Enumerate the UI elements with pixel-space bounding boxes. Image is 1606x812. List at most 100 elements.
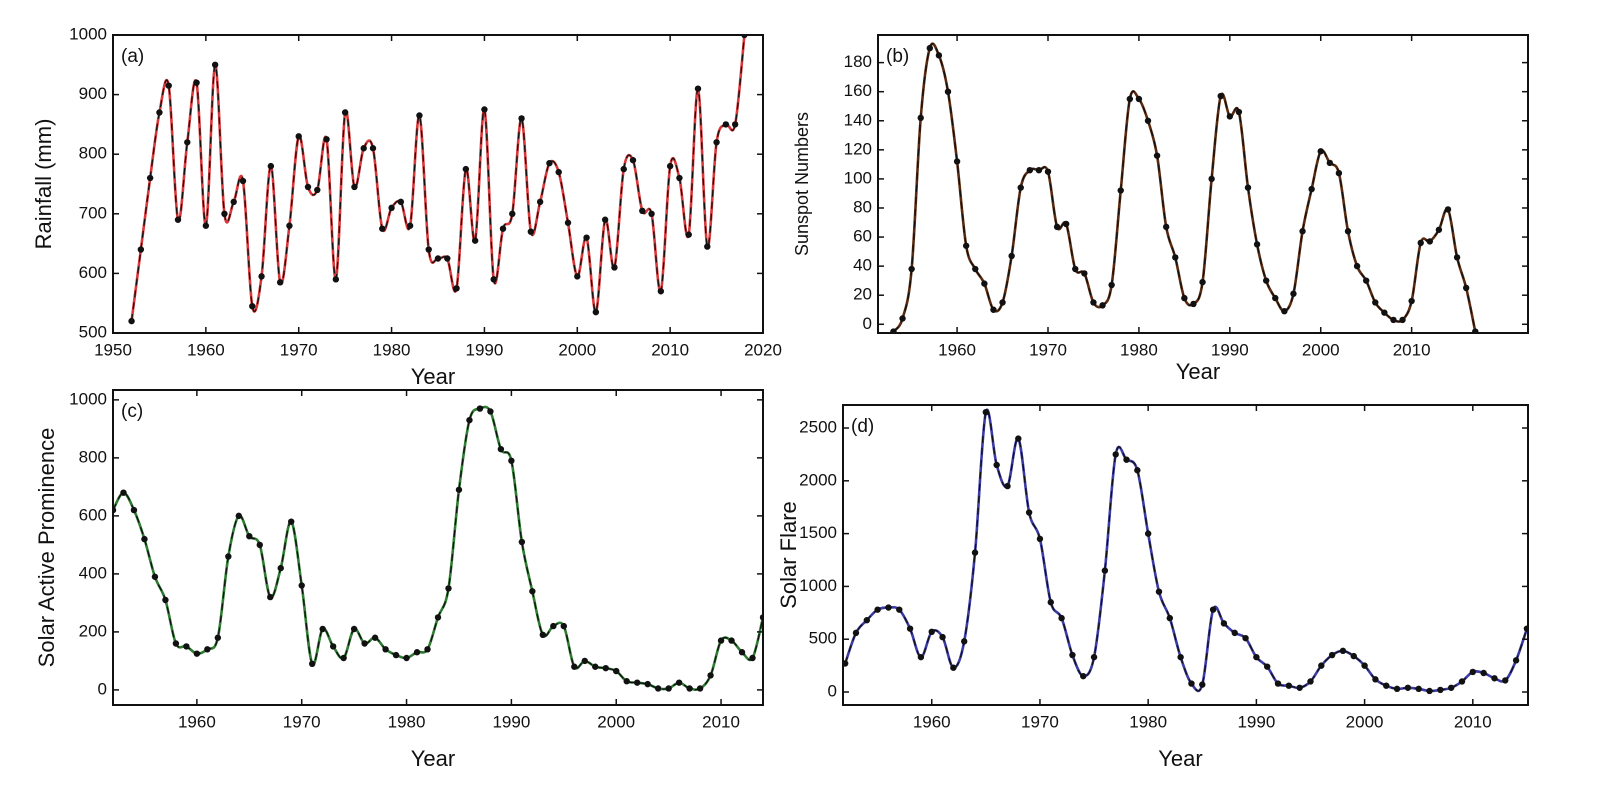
data-point	[1344, 228, 1352, 235]
y-axis-label: Solar Active Prominence	[34, 428, 59, 668]
data-point	[999, 299, 1006, 306]
plot-frame	[112, 389, 764, 706]
data-point	[1244, 184, 1252, 191]
data-point	[230, 198, 237, 206]
data-point	[249, 302, 256, 310]
data-point	[1296, 684, 1303, 691]
data-point	[235, 512, 243, 520]
x-tick-label: 1980	[373, 340, 411, 359]
data-point	[174, 216, 182, 223]
data-point	[403, 654, 410, 662]
x-tick-label: 1990	[1211, 340, 1249, 359]
panel: 1950 1960 1970 1980 1990 2000 2010 2020 500 600 70…	[31, 24, 782, 388]
data-point	[413, 649, 421, 656]
y-tick-label: 100	[844, 168, 872, 187]
data-point	[1026, 166, 1034, 174]
data-point	[1453, 254, 1461, 261]
panel: 1960 1970 1980 1990 2000 2010 0 200 400 600 800 100…	[34, 389, 764, 771]
data-point	[369, 145, 377, 152]
data-point	[462, 165, 470, 173]
y-tick-label: 140	[844, 110, 872, 129]
data-point	[444, 255, 451, 262]
data-point	[211, 61, 219, 68]
data-point	[340, 654, 347, 662]
data-point	[639, 207, 646, 215]
data-point	[1008, 252, 1015, 260]
x-tick-label: 1970	[280, 340, 318, 359]
data-point	[481, 106, 488, 113]
data-point	[455, 486, 463, 493]
y-tick-label: 1000	[69, 24, 107, 43]
data-point	[928, 628, 935, 636]
data-point	[350, 625, 358, 633]
data-point	[434, 614, 442, 621]
data-point	[184, 139, 191, 146]
data-point	[1308, 185, 1315, 193]
data-point	[592, 308, 600, 316]
data-point	[1426, 238, 1434, 245]
y-tick-label: 180	[844, 52, 872, 71]
data-point	[648, 210, 655, 217]
data-point	[613, 667, 620, 675]
data-point	[329, 643, 337, 650]
data-point	[899, 315, 906, 322]
data-point	[972, 265, 979, 273]
data-point	[1217, 92, 1224, 100]
data-point	[137, 246, 145, 253]
x-tick-label: 1980	[1129, 712, 1167, 731]
data-line-dashed	[892, 43, 1476, 332]
data-point	[1512, 657, 1520, 664]
x-tick-label: 1960	[187, 340, 225, 359]
data-point	[1117, 187, 1124, 194]
data-point	[896, 606, 903, 613]
data-point	[529, 588, 536, 595]
data-point	[926, 44, 934, 52]
data-point	[644, 680, 651, 688]
data-point	[1112, 451, 1119, 458]
y-axis-label: Sunspot Numbers	[792, 112, 812, 256]
data-point	[256, 541, 263, 549]
panel-label: (d)	[851, 416, 874, 437]
x-axis-label: Year	[411, 746, 455, 771]
data-point	[424, 646, 431, 653]
data-point	[676, 174, 683, 182]
data-point	[128, 317, 135, 325]
x-axis-label: Year	[1158, 746, 1202, 771]
data-point	[434, 255, 442, 262]
data-point	[1362, 277, 1370, 284]
y-tick-label: 200	[79, 621, 107, 640]
data-point	[1262, 277, 1270, 284]
data-point	[277, 564, 284, 572]
data-point	[146, 174, 154, 182]
data-point	[1317, 148, 1324, 155]
data-point	[487, 408, 494, 415]
data-point	[204, 646, 211, 653]
data-point	[1044, 168, 1052, 175]
data-point	[1458, 678, 1466, 685]
data-point	[685, 231, 692, 238]
data-point	[1274, 680, 1282, 687]
data-point	[1153, 152, 1161, 159]
y-tick-label: 80	[853, 197, 872, 216]
data-point	[527, 228, 535, 235]
panel-label: (c)	[121, 401, 143, 422]
data-point	[971, 549, 979, 556]
data-point	[1435, 226, 1443, 233]
x-tick-label: 2010	[1393, 340, 1431, 359]
data-point	[1101, 567, 1109, 574]
x-tick-label: 2000	[597, 712, 635, 731]
data-point	[574, 273, 581, 280]
data-point	[993, 461, 1000, 469]
data-point	[193, 650, 201, 657]
data-point	[246, 532, 253, 540]
data-point	[298, 582, 305, 589]
y-tick-label: 120	[844, 139, 872, 158]
data-point	[917, 114, 924, 122]
y-axis-label: Rainfall (mm)	[31, 119, 56, 250]
y-tick-label: 20	[853, 285, 872, 304]
data-point	[332, 276, 340, 283]
data-point	[713, 139, 720, 146]
data-point	[1326, 159, 1334, 167]
data-point	[1190, 300, 1197, 308]
x-tick-label: 1970	[1029, 340, 1067, 359]
